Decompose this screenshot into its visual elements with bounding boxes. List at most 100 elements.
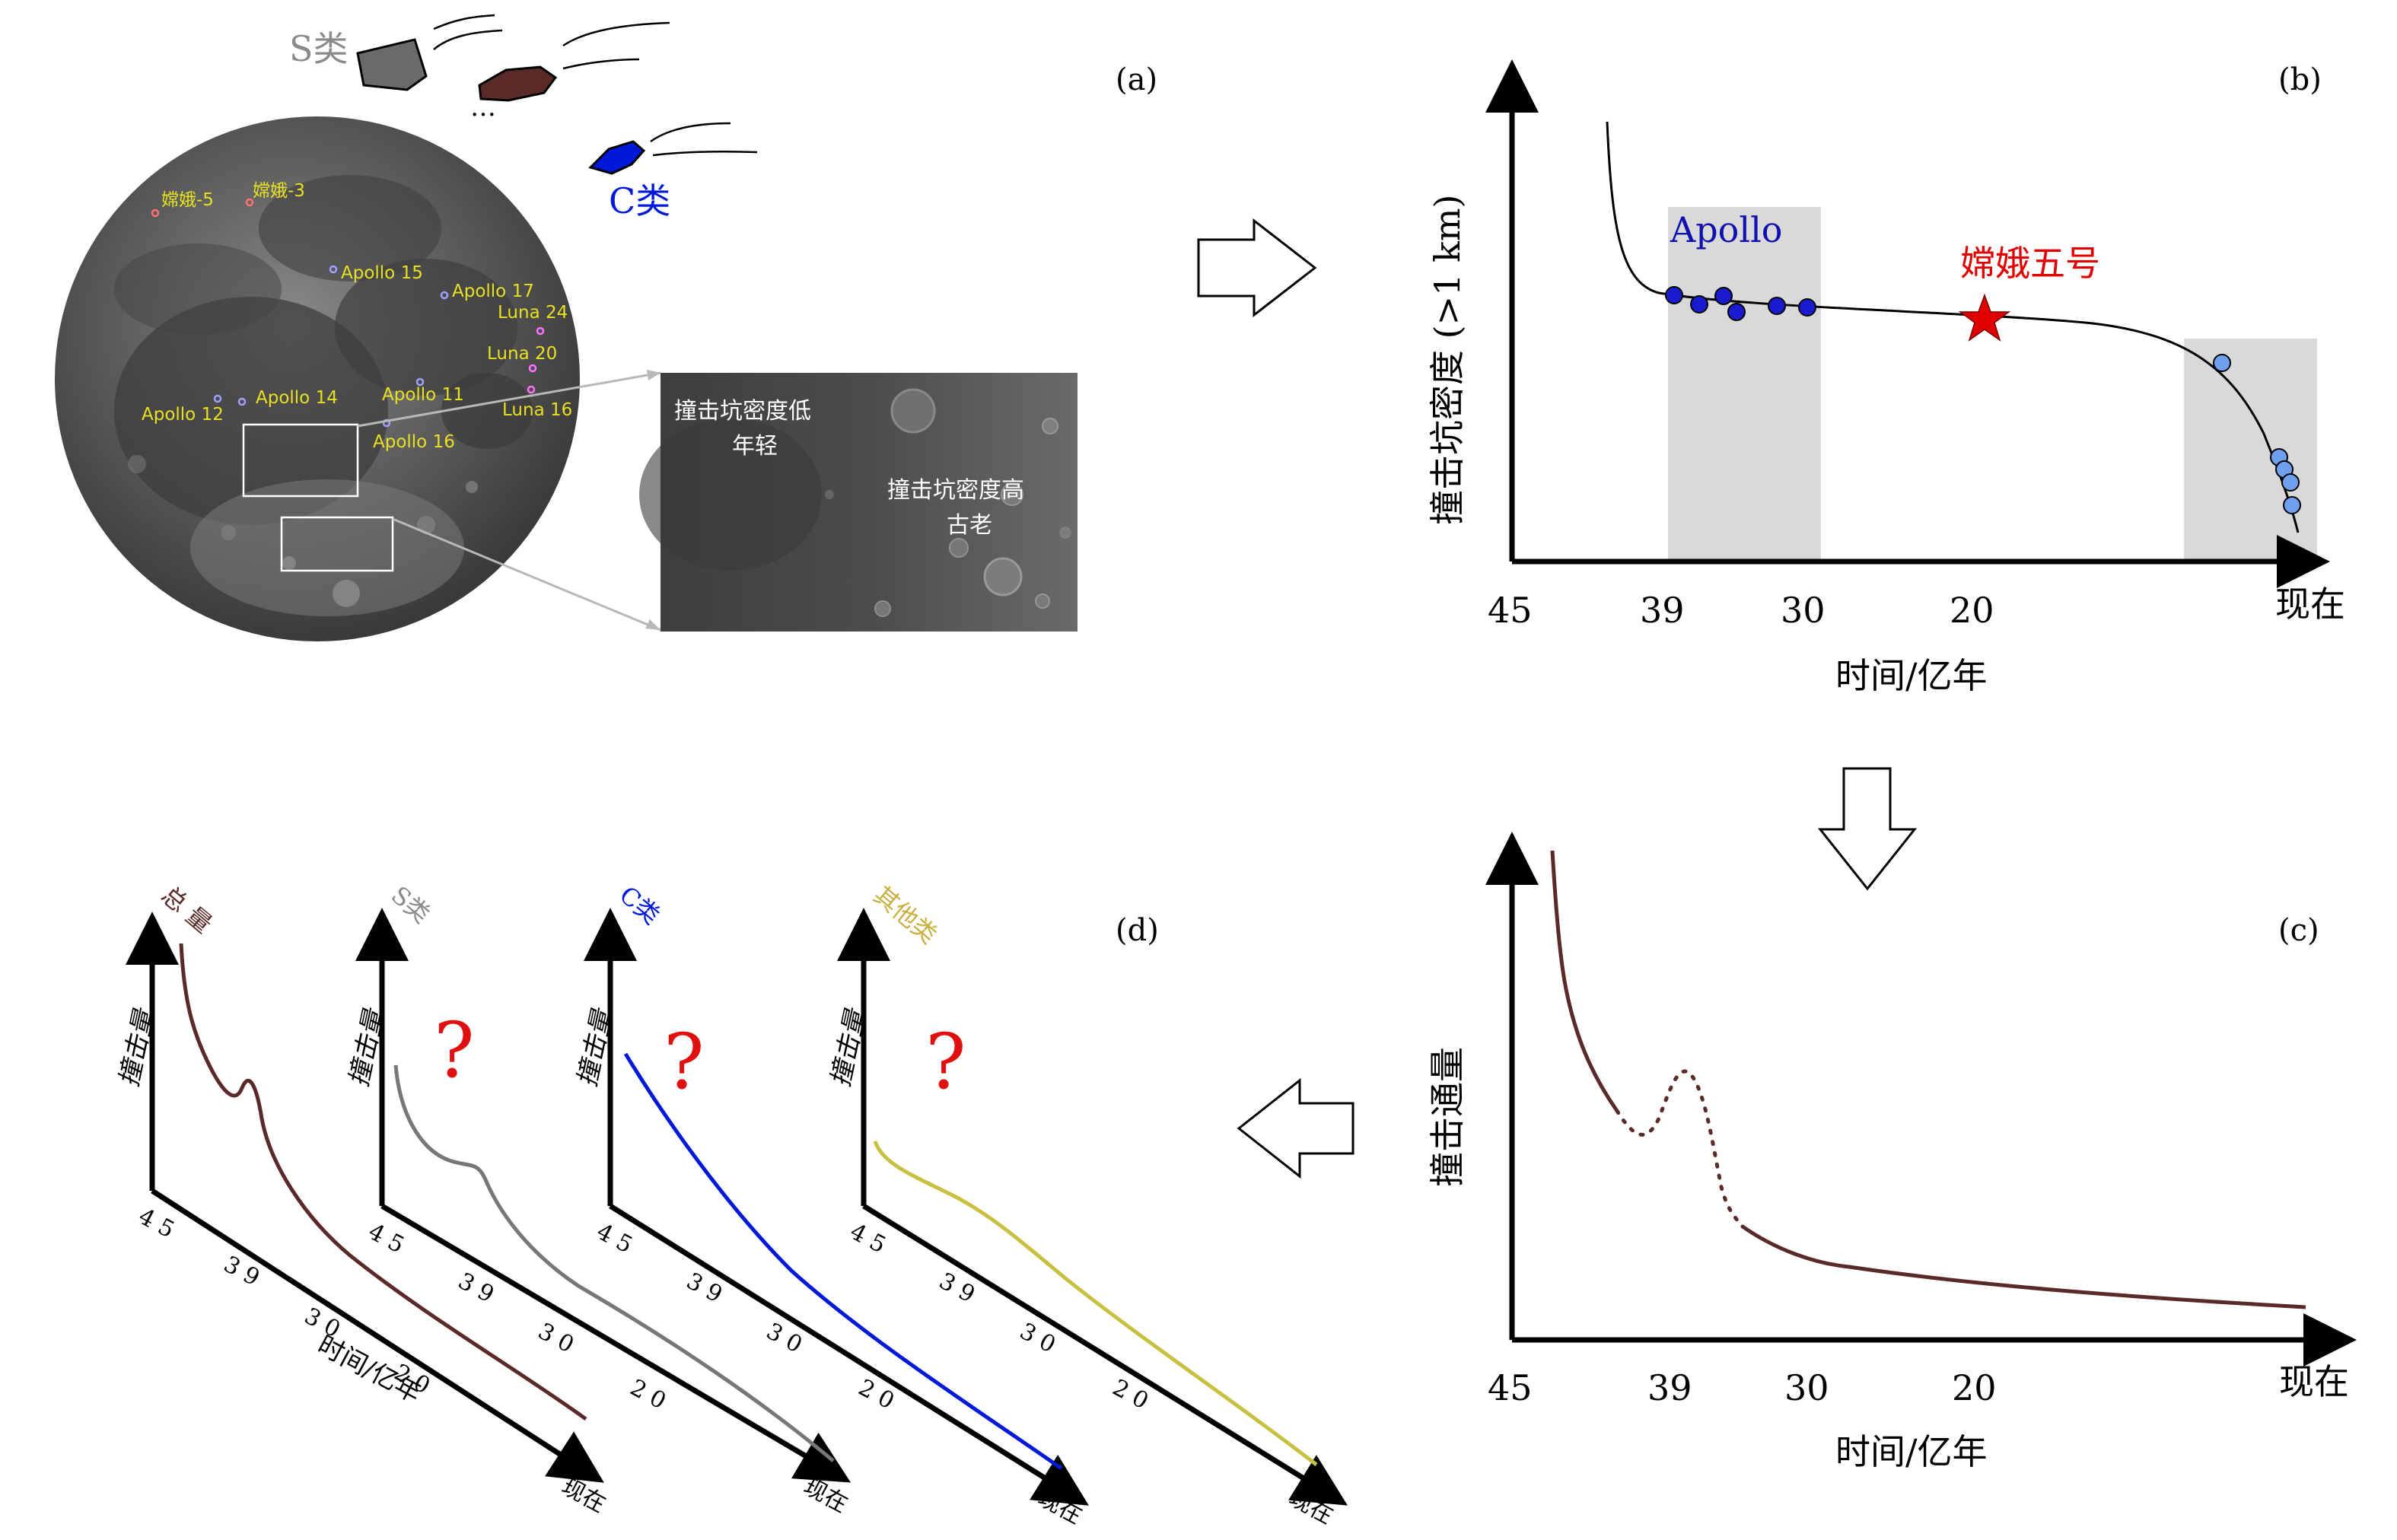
site-label-apollo17: Apollo 17 <box>452 282 534 301</box>
question-mark-icon: ? <box>434 1006 475 1095</box>
total-flux-plot: 总 量 撞击量 4 5 3 9 3 0 2 0 现在 时间/亿年 <box>114 880 610 1518</box>
s-type-curve <box>393 1064 835 1462</box>
x-axis <box>380 1203 852 1483</box>
flow-arrow-right-icon <box>1197 218 1317 318</box>
inset-high-density-text: 撞击坑密度高 <box>887 477 1024 504</box>
x-tick-20: 20 <box>1950 590 1994 631</box>
c-type-flux-plot: C类 ? 撞击量 4 5 3 9 3 0 2 0 现在 <box>572 880 1089 1529</box>
question-mark-icon: ? <box>664 1017 705 1106</box>
site-marker <box>528 364 537 373</box>
site-label-apollo14: Apollo 14 <box>256 388 338 408</box>
panel-c: (c) 撞击通量 45 39 30 20 现在 时间/亿年 <box>1427 832 2357 1472</box>
plot-title: 其他类 <box>868 880 943 950</box>
flux-curve-peak-dotted <box>1615 1069 1745 1229</box>
panel-d: (d) 总 量 撞击量 4 5 3 9 3 0 2 0 现在 时间/亿年 S类 … <box>114 880 1348 1529</box>
site-marker <box>151 208 160 218</box>
c-type-label: C类 <box>609 180 670 221</box>
x-tick-45: 45 <box>1488 590 1533 631</box>
young-region-box <box>242 423 359 498</box>
y-axis-label: 撞击通量 <box>1427 1047 1468 1187</box>
apollo-point <box>1714 287 1733 305</box>
site-marker <box>527 385 536 394</box>
x-tick-30: 30 <box>1781 590 1826 631</box>
panel-b-label: (b) <box>2278 62 2322 97</box>
site-marker <box>440 291 449 300</box>
c-type-curve <box>623 1052 1063 1471</box>
flux-curve-late <box>1741 1224 2306 1309</box>
chang-e5-label: 嫦娥五号 <box>1960 243 2100 284</box>
site-marker <box>329 265 338 274</box>
x-tick-45: 4 5 <box>845 1218 890 1258</box>
x-tick-30: 3 0 <box>533 1318 578 1358</box>
mixed-asteroid-icon <box>478 21 670 102</box>
inset-low-density-text: 撞击坑密度低 <box>674 398 811 425</box>
panel-c-label: (c) <box>2278 913 2319 948</box>
x-tick-45: 45 <box>1488 1367 1533 1408</box>
x-tick-39: 39 <box>1640 590 1685 631</box>
inset-young-text: 年轻 <box>732 433 778 460</box>
zoom-inset-image <box>639 373 1078 632</box>
x-axis-label: 时间/亿年 <box>1835 655 1988 696</box>
apollo-label: Apollo <box>1670 209 1782 250</box>
apollo-point <box>1768 297 1786 315</box>
site-label-luna16: Luna 16 <box>502 400 572 420</box>
site-marker <box>536 326 545 336</box>
landing-site-markers <box>151 198 545 428</box>
old-region-box <box>280 516 394 572</box>
site-marker <box>245 198 254 207</box>
x-tick-39: 39 <box>1647 1367 1692 1408</box>
apollo-shaded-region <box>1668 207 1821 562</box>
recent-sample-points <box>2213 354 2301 514</box>
flux-curve-early <box>1550 850 1619 1112</box>
x-tick-20: 2 0 <box>626 1374 670 1414</box>
apollo-point <box>1690 295 1708 313</box>
plot-title: 总 量 <box>156 880 218 939</box>
c-type-asteroid-icon <box>588 122 758 175</box>
site-label-apollo11: Apollo 11 <box>382 385 464 405</box>
site-label-luna20: Luna 20 <box>487 344 557 364</box>
x-tick-now: 现在 <box>2279 1361 2349 1402</box>
apollo-point <box>1798 298 1816 317</box>
x-tick-now: 现在 <box>2275 584 2345 625</box>
crater-density-curve <box>1606 121 2300 533</box>
apollo-point <box>1665 286 1683 304</box>
x-axis-label: 时间/亿年 <box>1835 1431 1988 1472</box>
site-label-luna24: Luna 24 <box>498 303 568 323</box>
panel-a: S类 … C类 <box>55 14 1157 641</box>
apollo-point <box>1727 303 1746 321</box>
ellipsis-text: … <box>470 92 496 123</box>
recent-point <box>2213 354 2231 372</box>
other-type-curve <box>873 1141 1318 1466</box>
connector-line <box>392 517 661 632</box>
x-tick-now: 现在 <box>1033 1484 1086 1529</box>
site-label-apollo15: Apollo 15 <box>341 263 423 283</box>
y-axis-label: 撞击坑密度 (>1 km) <box>1427 195 1468 525</box>
flow-arrow-down-icon <box>1817 767 1918 891</box>
flow-arrow-left-icon <box>1237 1077 1354 1179</box>
plot-title: S类 <box>386 880 436 929</box>
x-axis <box>151 1188 604 1483</box>
x-axis <box>609 1204 1089 1506</box>
panel-d-label: (d) <box>1116 913 1159 948</box>
plot-title: C类 <box>614 880 666 930</box>
x-tick-45: 4 5 <box>134 1203 179 1243</box>
recent-point <box>2281 473 2300 492</box>
s-type-label: S类 <box>289 28 349 69</box>
s-type-asteroid-icon <box>356 14 503 91</box>
connector-line <box>357 371 661 428</box>
x-tick-now: 现在 <box>557 1473 610 1518</box>
x-tick-30: 30 <box>1784 1367 1829 1408</box>
x-axis <box>862 1204 1348 1506</box>
site-label-change3: 嫦娥-3 <box>253 181 305 201</box>
site-marker <box>415 377 425 387</box>
panel-b: (b) Apollo 嫦娥五号 撞击坑密度 (>1 km) 45 39 30 <box>1427 59 2345 696</box>
site-label-change5: 嫦娥-5 <box>161 190 214 210</box>
x-tick-45: 4 5 <box>592 1218 637 1258</box>
moon-image <box>55 116 580 641</box>
recent-point <box>2283 496 2301 514</box>
chang-e5-star-icon <box>1958 293 2011 342</box>
other-type-flux-plot: 其他类 ? 撞击量 4 5 3 9 3 0 2 0 现在 <box>826 880 1348 1529</box>
panel-a-label: (a) <box>1116 62 1157 97</box>
site-marker <box>237 397 247 406</box>
x-tick-20: 20 <box>1952 1367 1997 1408</box>
